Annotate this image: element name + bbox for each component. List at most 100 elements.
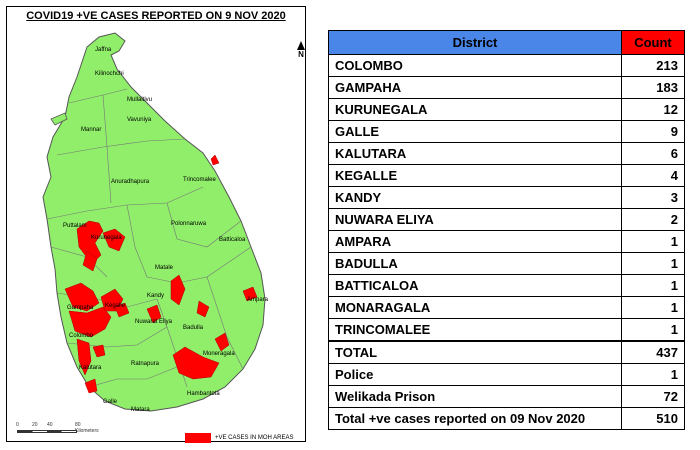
legend-swatch	[185, 433, 211, 443]
label-kilinochchi: Kilinochchi	[95, 71, 124, 77]
district-count: 183	[621, 76, 685, 99]
final-total-count: 510	[621, 407, 685, 430]
table-header-row: District Count	[328, 30, 685, 55]
district-count: 1	[621, 274, 685, 297]
district-name: GAMPAHA	[328, 76, 622, 99]
case-area-ampara	[242, 286, 258, 302]
police-count: 1	[621, 363, 685, 386]
case-table-panel: District Count COLOMBO 213 GAMPAHA 183 KURUN…	[328, 30, 685, 430]
case-area-colombo	[68, 306, 112, 338]
police-row: Police 1	[328, 363, 685, 386]
district-name: GALLE	[328, 120, 622, 143]
prison-count: 72	[621, 385, 685, 408]
district-name: BADULLA	[328, 252, 622, 275]
table-row: GAMPAHA 183	[328, 76, 685, 99]
label-trincomalee: Trincomalee	[183, 177, 216, 183]
table-row: BATTICALOA 1	[328, 274, 685, 297]
case-area-badulla	[196, 300, 210, 318]
label-puttalam: Puttalam	[63, 223, 87, 229]
table-row: COLOMBO 213	[328, 54, 685, 77]
district-name: KALUTARA	[328, 142, 622, 165]
case-area-moneragala	[172, 346, 220, 380]
police-label: Police	[328, 363, 622, 386]
north-arrow-icon: N	[297, 41, 305, 59]
label-hambantota: Hambantota	[187, 391, 220, 397]
case-area-kurunegala-2	[102, 228, 126, 252]
label-kalutara: Kalutara	[79, 365, 102, 371]
district-name: AMPARA	[328, 230, 622, 253]
district-count: 2	[621, 208, 685, 231]
case-area-kalutara-2	[92, 344, 106, 358]
district-count: 1	[621, 318, 685, 342]
table-row: KURUNEGALA 12	[328, 98, 685, 121]
map-title: COVID19 +VE CASES REPORTED ON 9 NOV 2020	[26, 10, 286, 22]
label-colombo: Colombo	[69, 333, 94, 339]
label-badulla: Badulla	[183, 325, 204, 331]
district-name: MONARAGALA	[328, 296, 622, 319]
label-kegalle: Kegalle	[105, 303, 126, 309]
prison-label: Welikada Prison	[328, 385, 622, 408]
table-body: COLOMBO 213 GAMPAHA 183 KURUNEGALA 12 GALLE 9 KA…	[328, 54, 685, 342]
final-total-label: Total +ve cases reported on 09 Nov 2020	[328, 407, 622, 430]
case-area-kurunegala	[76, 220, 104, 264]
count-header: Count	[621, 30, 685, 55]
prison-row: Welikada Prison 72	[328, 385, 685, 408]
label-anuradhapura: Anuradhapura	[111, 179, 150, 185]
table-row: MONARAGALA 1	[328, 296, 685, 319]
district-count: 1	[621, 252, 685, 275]
mannar-island	[50, 112, 68, 126]
district-count: 1	[621, 230, 685, 253]
district-count: 4	[621, 164, 685, 187]
case-area-kandy	[170, 274, 186, 306]
case-area-kalutara	[76, 338, 92, 376]
sri-lanka-map: Jaffna Kilinochchi Mullaitivu Mannar Vav…	[42, 32, 269, 413]
table-row: KALUTARA 6	[328, 142, 685, 165]
legend-label: +VE CASES IN MOH AREAS	[215, 435, 294, 441]
label-ampara: Ampara	[247, 297, 269, 303]
scale-label-20: 20	[32, 422, 38, 428]
district-name: TRINCOMALEE	[328, 318, 622, 342]
district-name: COLOMBO	[328, 54, 622, 77]
case-area-nuwara-eliya	[146, 304, 162, 324]
scale-label-80: 80 Kilometers	[75, 422, 99, 434]
district-count: 1	[621, 296, 685, 319]
district-count: 12	[621, 98, 685, 121]
total-label: TOTAL	[328, 340, 622, 364]
table-row: KEGALLE 4	[328, 164, 685, 187]
case-area-trincomalee	[210, 154, 220, 166]
label-gampaha: Gampaha	[67, 305, 94, 311]
case-table: District Count COLOMBO 213 GAMPAHA 183 KURUN…	[328, 30, 685, 430]
total-count: 437	[621, 340, 685, 364]
scale-label-40: 40	[47, 422, 53, 428]
label-batticaloa: Batticaloa	[219, 237, 246, 243]
total-row: TOTAL 437	[328, 340, 685, 364]
case-area-galle	[84, 378, 98, 394]
table-row: BADULLA 1	[328, 252, 685, 275]
district-count: 9	[621, 120, 685, 143]
map-legend: +VE CASES IN MOH AREAS	[185, 433, 294, 443]
label-mannar: Mannar	[81, 127, 101, 133]
case-areas	[64, 154, 258, 394]
scale-bar-graphic	[17, 430, 77, 433]
label-kurunegala: Kurunegala	[91, 235, 122, 241]
case-area-kegalle-2	[114, 302, 130, 318]
label-matale: Matale	[155, 265, 174, 271]
case-area-gampaha	[64, 282, 100, 312]
label-mullaitivu: Mullaitivu	[127, 97, 152, 103]
label-ratnapura: Ratnapura	[131, 361, 160, 367]
label-matara: Matara	[131, 407, 150, 413]
district-count: 3	[621, 186, 685, 209]
table-row: TRINCOMALEE 1	[328, 318, 685, 342]
label-polonnaruwa: Polonnaruwa	[171, 221, 207, 227]
table-row: NUWARA ELIYA 2	[328, 208, 685, 231]
district-name: KANDY	[328, 186, 622, 209]
district-name: BATTICALOA	[328, 274, 622, 297]
table-row: KANDY 3	[328, 186, 685, 209]
table-row: AMPARA 1	[328, 230, 685, 253]
label-galle: Galle	[103, 399, 118, 405]
district-count: 6	[621, 142, 685, 165]
scale-label-0: 0	[16, 422, 19, 428]
label-kandy: Kandy	[147, 293, 164, 299]
district-header: District	[328, 30, 622, 55]
north-label: N	[298, 50, 304, 59]
